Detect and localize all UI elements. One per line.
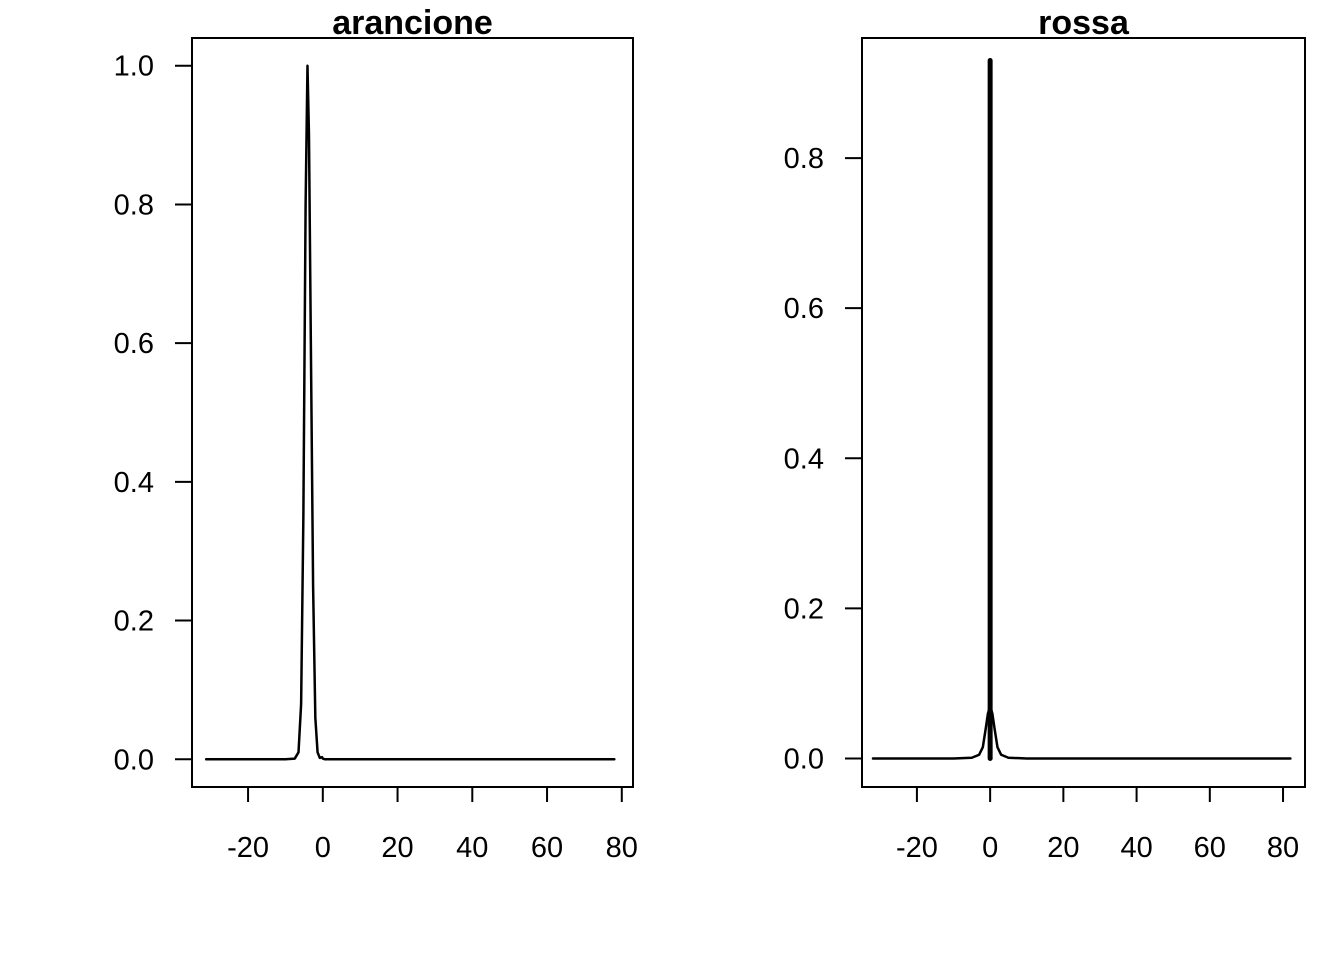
y-tick-label: 0.4 [784, 443, 824, 475]
y-tick-label: 0.8 [114, 189, 154, 221]
plot-frame [191, 37, 634, 788]
x-tick-label: 0 [982, 832, 998, 864]
series-line-1 [871, 708, 1292, 760]
chart-panel-1: arancione -20 0 20 40 60 80 0.0 0.2 0.4 0.6 0.8 1.0 [114, 4, 638, 864]
x-tick-label: 40 [1120, 832, 1152, 864]
x-tick-label: 40 [456, 832, 488, 864]
y-tick-label: 0.2 [114, 606, 154, 638]
y-tick-label: 0.4 [114, 467, 154, 499]
x-tick-label: 0 [315, 832, 331, 864]
x-tick-label: -20 [227, 832, 269, 864]
x-tick-label: 20 [1047, 832, 1079, 864]
y-tick-label: 0.6 [114, 328, 154, 360]
y-tick-label: 0.0 [784, 743, 824, 775]
y-tick-label: 0.2 [784, 593, 824, 625]
y-tick-label: 0.6 [784, 293, 824, 325]
x-tick-label: -20 [896, 832, 938, 864]
chart-title: rossa [1038, 4, 1130, 42]
x-tick-label: 80 [606, 832, 638, 864]
chart-title: arancione [332, 4, 493, 42]
chart-panel-2: rossa -20 0 20 40 60 80 0.0 0.2 0.4 0.6 0.8 [784, 4, 1306, 864]
plot-frame [861, 37, 1306, 788]
y-tick-label: 0.8 [784, 143, 824, 175]
x-tick-label: 60 [1194, 832, 1226, 864]
x-tick-label: 20 [381, 832, 413, 864]
y-tick-label: 0.0 [114, 744, 154, 776]
series-line-1 [204, 64, 616, 761]
y-tick-label: 1.0 [114, 51, 154, 83]
x-tick-label: 80 [1267, 832, 1299, 864]
x-tick-label: 60 [531, 832, 563, 864]
